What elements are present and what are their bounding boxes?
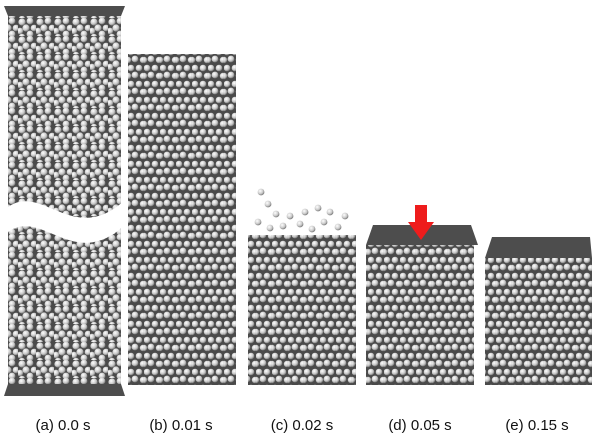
top-plate [4, 6, 125, 16]
caption: (b) 0.01 s [149, 417, 212, 434]
page: (a) 0.0 s (b) 0.01 s (c) 0.02 s (d) 0.05… [0, 0, 592, 438]
particle-column [248, 235, 356, 385]
panel-e [485, 237, 592, 385]
figure: (a) 0.0 s (b) 0.01 s (c) 0.02 s (d) 0.05… [0, 0, 592, 438]
panel-c [248, 189, 356, 385]
top-plate [485, 237, 592, 258]
caption: (c) 0.02 s [271, 417, 334, 434]
bottom-plate [4, 384, 125, 396]
panel-d [366, 205, 478, 385]
caption: (e) 0.15 s [505, 417, 568, 434]
panel-a [2, 6, 125, 396]
caption: (d) 0.05 s [388, 417, 451, 434]
particle-column [128, 54, 236, 385]
particle-column [8, 14, 121, 384]
caption: (a) 0.0 s [35, 417, 90, 434]
particle-column [485, 258, 592, 385]
scattered-particles [255, 189, 349, 233]
particle-column [366, 245, 474, 385]
